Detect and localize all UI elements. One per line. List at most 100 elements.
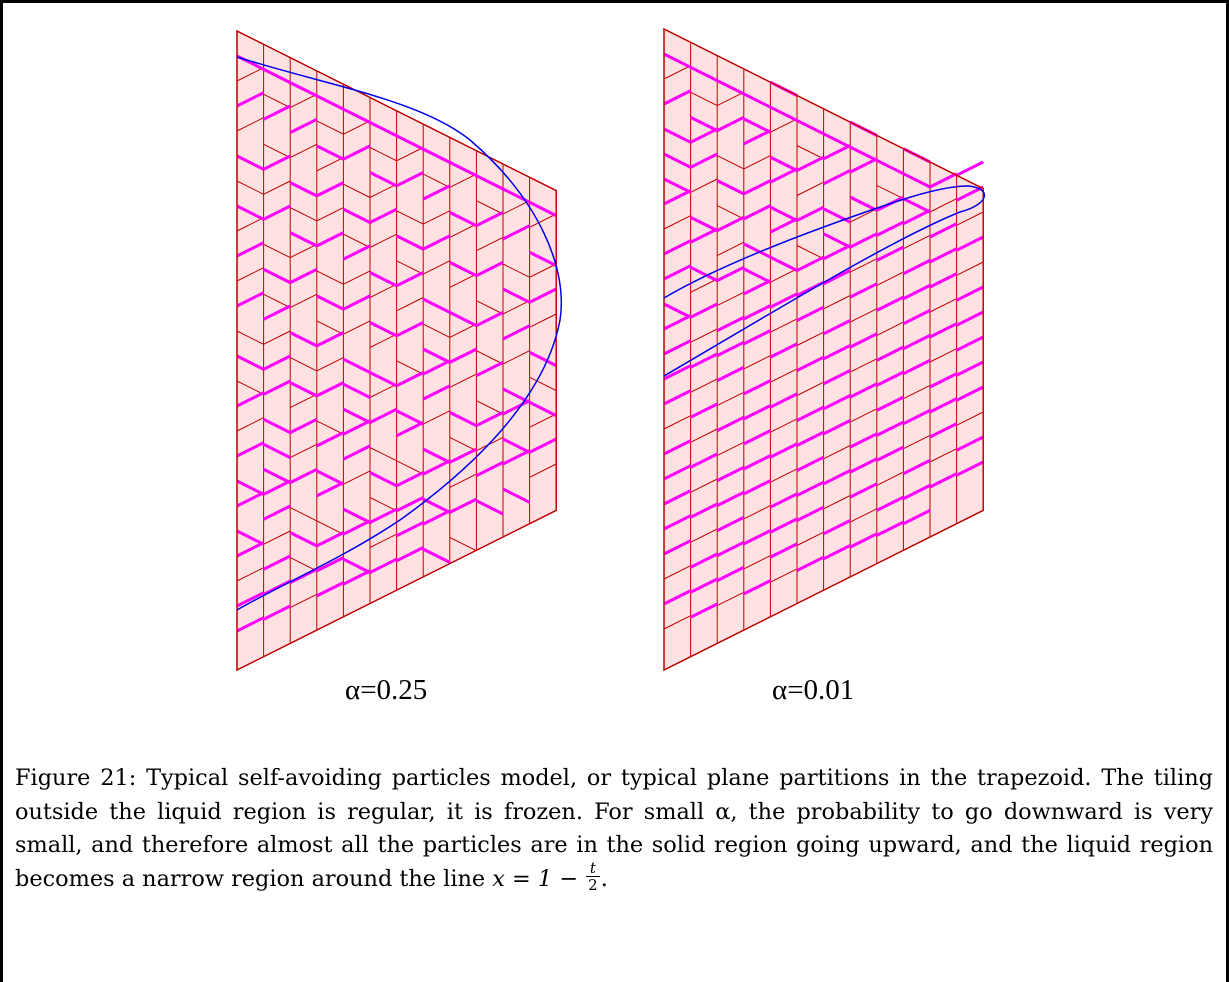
particle-step xyxy=(876,245,905,262)
particle-step xyxy=(716,515,745,532)
tile-edge xyxy=(796,381,824,396)
tile-edge xyxy=(529,376,557,392)
particle-step xyxy=(369,271,398,288)
particle-step xyxy=(769,105,798,122)
tile-edge xyxy=(849,508,878,523)
particle-step xyxy=(743,379,772,396)
particle-step xyxy=(663,539,692,556)
particle-step xyxy=(822,394,851,411)
tile-edge xyxy=(796,145,824,160)
tile-edge xyxy=(369,533,397,548)
tile-edge xyxy=(876,271,904,286)
particle-step xyxy=(395,546,424,563)
particle-step xyxy=(716,465,745,482)
tile-edge xyxy=(289,93,318,109)
particle-step xyxy=(316,431,345,448)
particle-step xyxy=(262,442,291,459)
particle-step xyxy=(876,520,905,537)
tile-edge xyxy=(316,357,344,372)
particle-step xyxy=(262,104,291,121)
particle-step xyxy=(663,464,692,481)
particle-step xyxy=(369,507,398,524)
particle-step xyxy=(689,402,718,419)
tile-edge xyxy=(449,473,477,488)
particle-step xyxy=(342,382,371,399)
particle-step xyxy=(849,457,878,474)
particle-step xyxy=(262,304,291,321)
liquid-region-boundary xyxy=(663,185,986,377)
tile-edge xyxy=(263,243,291,259)
tile-edge xyxy=(236,417,264,432)
particle-step xyxy=(663,152,692,169)
tile-edge xyxy=(690,428,718,443)
particle-step xyxy=(849,482,878,499)
tile-edge xyxy=(716,591,745,607)
particle-step xyxy=(929,422,958,439)
particle-step xyxy=(236,291,265,308)
particle-step xyxy=(528,200,557,217)
particle-step xyxy=(689,577,718,594)
particle-step xyxy=(289,81,318,98)
particle-step xyxy=(236,241,265,258)
particle-step xyxy=(769,517,798,534)
particle-step xyxy=(716,215,745,232)
tile-edge xyxy=(929,348,957,363)
caption-text: Typical self-avoiding particles model, o… xyxy=(15,765,1214,892)
tile-edge xyxy=(770,568,798,583)
particle-step xyxy=(796,405,825,422)
particle-step xyxy=(262,504,291,521)
particle-step xyxy=(876,370,905,387)
tile-edge xyxy=(236,117,264,132)
particle-step xyxy=(528,350,557,367)
tile-edge xyxy=(369,183,397,198)
particle-step xyxy=(369,171,398,188)
particle-step xyxy=(849,282,878,299)
particle-step xyxy=(369,471,398,488)
particle-step xyxy=(796,480,825,497)
tile-edge xyxy=(369,147,397,162)
particle-step xyxy=(716,265,745,282)
particle-step xyxy=(369,371,398,388)
particle-step xyxy=(689,352,718,369)
particle-step xyxy=(822,319,851,336)
tile-edge xyxy=(690,328,718,343)
particle-step xyxy=(689,552,718,569)
tile-edge xyxy=(690,528,718,543)
particle-step xyxy=(342,507,371,524)
tile-edge xyxy=(422,210,451,225)
particle-step xyxy=(929,322,958,339)
particle-step xyxy=(876,295,905,312)
tile-edge xyxy=(289,557,318,572)
particle-step xyxy=(236,591,265,608)
particle-step xyxy=(342,207,371,224)
particle-step xyxy=(796,255,825,272)
tile-edge xyxy=(663,415,691,430)
tile-edge xyxy=(849,308,878,323)
particle-step xyxy=(422,147,451,164)
tile-edge xyxy=(929,448,957,463)
particle-step xyxy=(475,311,504,328)
particle-step xyxy=(316,231,345,248)
particle-step xyxy=(262,479,291,496)
particle-step xyxy=(528,400,557,417)
particle-step xyxy=(876,420,905,437)
particle-step xyxy=(342,569,371,586)
tile-edge xyxy=(289,443,318,459)
particle-step xyxy=(502,324,531,341)
particle-step xyxy=(663,389,692,406)
tile-edge xyxy=(236,380,264,395)
particle-step xyxy=(236,616,265,633)
figure-caption: Figure 21: Typical self-avoiding particl… xyxy=(15,762,1213,896)
tile-edge xyxy=(369,497,397,512)
particle-step xyxy=(876,445,905,462)
particle-step xyxy=(236,91,265,108)
particle-step xyxy=(902,409,931,426)
particle-step xyxy=(262,67,291,84)
particle-step xyxy=(289,117,318,134)
particle-step xyxy=(822,144,851,161)
particle-step xyxy=(955,385,984,402)
particle-step xyxy=(849,532,878,549)
particle-step xyxy=(689,452,718,469)
particle-step xyxy=(316,531,345,548)
tile-edge xyxy=(289,207,318,222)
